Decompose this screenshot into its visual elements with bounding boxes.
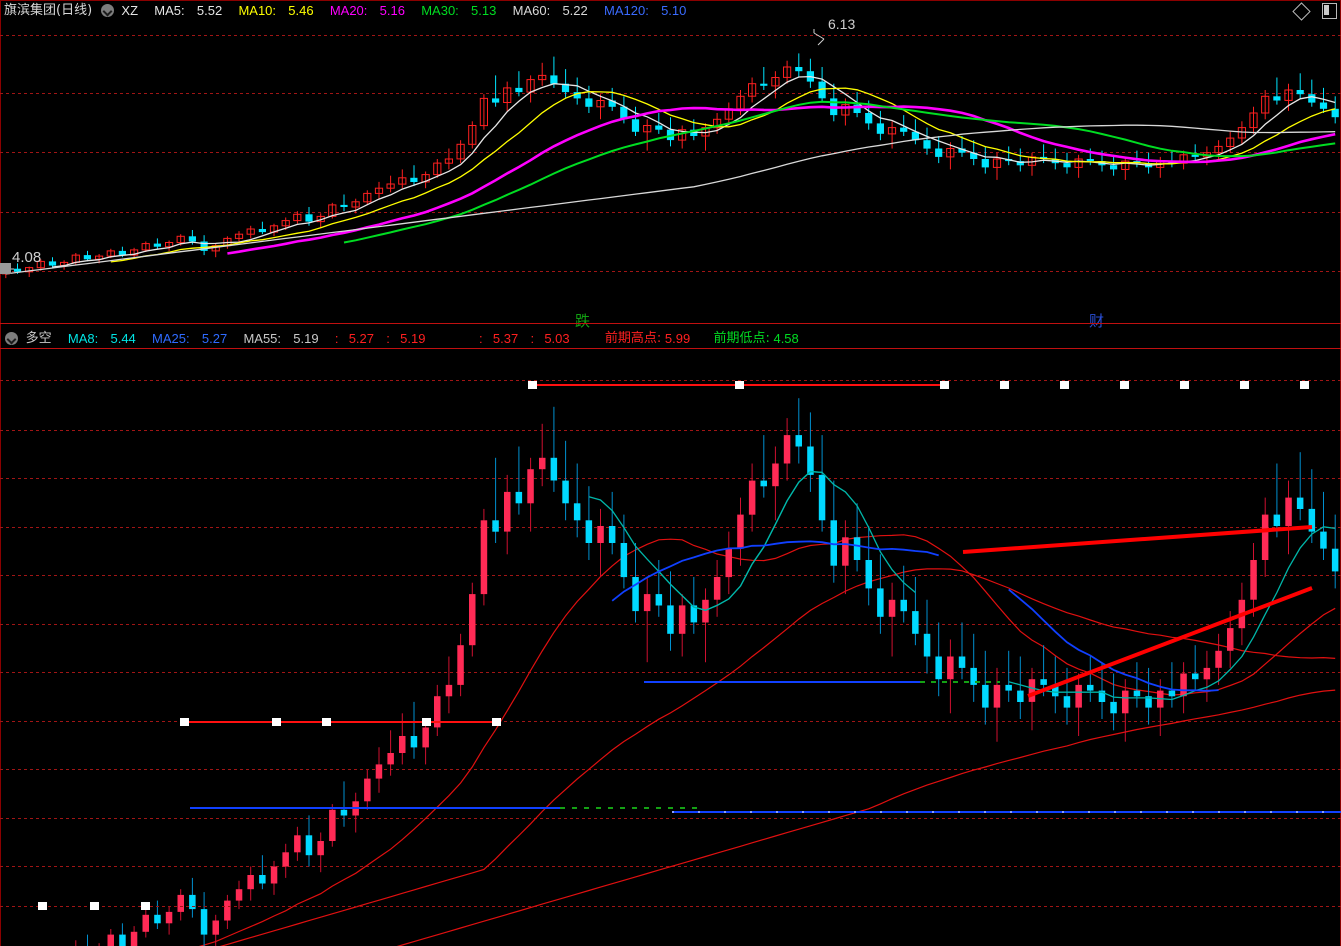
mid-value-1: 5.37 bbox=[492, 331, 519, 346]
ma25-value: 5.27 bbox=[201, 331, 228, 346]
watermark-right: 财 bbox=[1089, 312, 1105, 330]
reference-line-high bbox=[528, 381, 1309, 389]
ma55-label: MA55: bbox=[243, 331, 282, 346]
panel-divider-top bbox=[0, 323, 1341, 324]
mid-colon-1: : bbox=[479, 331, 483, 346]
ma5-value: 5.52 bbox=[196, 3, 223, 18]
duokong-chart-panel[interactable] bbox=[0, 350, 1341, 946]
ma120-value: 5.10 bbox=[661, 3, 687, 18]
ma5-label: MA5: bbox=[154, 3, 185, 18]
inline-value-1: 5.27 bbox=[348, 331, 375, 346]
indicator-name[interactable]: XZ bbox=[121, 3, 139, 18]
stock-title[interactable]: 旗滨集团(日线) bbox=[4, 3, 93, 18]
inline-colon-1: : bbox=[334, 331, 339, 346]
trendline-resistance bbox=[962, 525, 1313, 554]
window-border-top bbox=[0, 0, 1341, 1]
ma120-label: MA120: bbox=[604, 3, 649, 18]
ma30-value: 5.13 bbox=[471, 3, 497, 18]
duokong-moving-averages bbox=[588, 470, 1336, 701]
price-chart-panel[interactable] bbox=[0, 20, 1341, 323]
ma10-label: MA10: bbox=[238, 3, 277, 18]
prev-high-value: 5.99 bbox=[664, 331, 691, 346]
mid-value-2: 5.03 bbox=[544, 331, 570, 346]
bottom-marker-row bbox=[0, 902, 460, 910]
ma60-value: 5.22 bbox=[562, 3, 588, 18]
ma30-label: MA30: bbox=[421, 3, 459, 18]
low-axis-annotation: 4.08 bbox=[12, 249, 42, 266]
ma20-value: 5.16 bbox=[379, 3, 405, 18]
duokong-chart-svg bbox=[0, 380, 1341, 946]
price-gridlines bbox=[0, 35, 1341, 272]
price-chart-svg bbox=[0, 29, 1341, 279]
reference-line-mid bbox=[180, 718, 501, 726]
duokong-header-right: : 5.37 : 5.03 前期高点: 5.99 前期低点: 4.58 bbox=[479, 330, 799, 348]
ma60-label: MA60: bbox=[512, 3, 551, 18]
ma8-value: 5.44 bbox=[110, 331, 136, 346]
price-candles bbox=[1, 53, 1339, 279]
price-moving-averages bbox=[5, 75, 1336, 275]
mid-colon-2: : bbox=[530, 331, 535, 346]
ma20-label: MA20: bbox=[329, 3, 368, 18]
peak-price-annotation: 6.13 bbox=[828, 16, 856, 32]
chevron-down-circle-icon[interactable] bbox=[100, 4, 114, 17]
peak-callout-leader bbox=[813, 29, 825, 46]
window-controls bbox=[1285, 2, 1337, 21]
chevron-down-circle-icon-sub[interactable] bbox=[5, 332, 18, 345]
watermark-left: 跌 bbox=[575, 312, 591, 330]
ma10-value: 5.46 bbox=[288, 3, 314, 18]
sub-indicator-name[interactable]: 多空 bbox=[25, 331, 52, 346]
inline-value-2: 5.19 bbox=[400, 331, 426, 346]
ma25-label: MA25: bbox=[152, 331, 190, 346]
inline-colon-2: : bbox=[386, 331, 390, 346]
window-border-left bbox=[0, 0, 1, 946]
price-panel-header: 旗滨集团(日线) XZ MA5: 5.52 MA10: 5.46 MA20: 5… bbox=[0, 2, 686, 20]
layout-panel-icon[interactable] bbox=[1322, 3, 1337, 19]
ma8-label: MA8: bbox=[67, 331, 99, 346]
diamond-icon[interactable] bbox=[1291, 2, 1311, 21]
ma55-value: 5.19 bbox=[293, 331, 319, 346]
prev-low-label: 前期低点: bbox=[713, 331, 770, 346]
prev-high-label: 前期高点: bbox=[604, 331, 662, 346]
trendline-support bbox=[1027, 586, 1313, 698]
duokong-panel-header: 多空 MA8: 5.44 MA25: 5.27 MA55: 5.19 : 5.2… bbox=[0, 330, 425, 348]
panel-divider-bottom bbox=[0, 348, 1341, 349]
axis-marker-box bbox=[0, 263, 11, 274]
prev-low-value: 4.58 bbox=[773, 331, 799, 346]
